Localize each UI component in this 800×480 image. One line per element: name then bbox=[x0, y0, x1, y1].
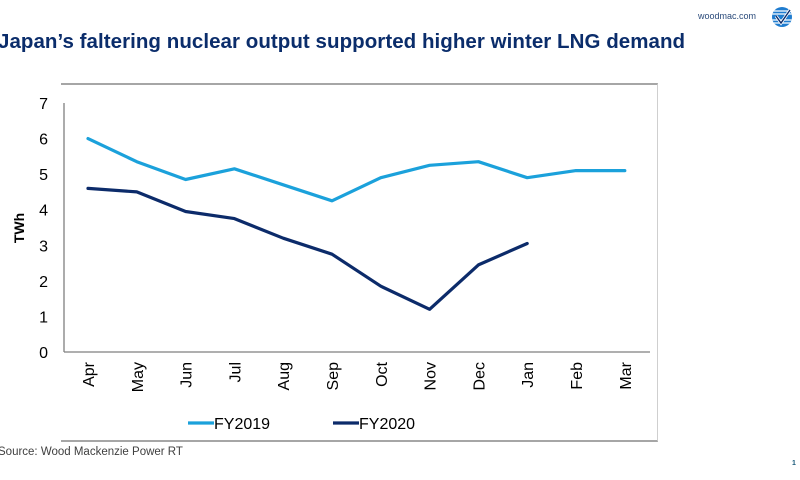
x-tick-label: Apr bbox=[81, 361, 98, 387]
x-axis: Apr May Jun Jul Aug Sep Oct Nov Dec Jan Feb Mar bbox=[64, 351, 650, 392]
y-tick-label: 5 bbox=[39, 167, 48, 184]
x-tick-label: Aug bbox=[276, 362, 293, 390]
x-tick-label: May bbox=[130, 362, 147, 392]
y-tick-label: 6 bbox=[39, 132, 48, 149]
y-axis-label: TWh bbox=[11, 213, 27, 243]
brand-url[interactable]: woodmac.com bbox=[698, 11, 757, 21]
legend-item-fy2019[interactable]: FY2019 bbox=[188, 416, 270, 433]
series-line-fy2020 bbox=[86, 186, 529, 311]
series-lines bbox=[86, 137, 627, 311]
x-tick-label: Jan bbox=[520, 362, 537, 388]
woodmac-logo-icon bbox=[772, 7, 792, 27]
x-tick-label: Feb bbox=[569, 362, 586, 390]
x-tick-label: Sep bbox=[325, 362, 342, 391]
y-tick-label: 0 bbox=[39, 345, 48, 362]
y-tick-label: 2 bbox=[39, 274, 48, 291]
x-tick-label: Dec bbox=[471, 362, 488, 390]
y-tick-label: 3 bbox=[39, 238, 48, 255]
legend-label: FY2019 bbox=[214, 416, 270, 433]
x-tick-label: Mar bbox=[618, 361, 635, 389]
legend: FY2019 FY2020 bbox=[188, 416, 415, 433]
legend-label: FY2020 bbox=[359, 416, 415, 433]
x-tick-label: Jul bbox=[227, 362, 244, 382]
y-tick-label: 1 bbox=[39, 309, 48, 326]
x-tick-label: Nov bbox=[423, 362, 440, 390]
chart-frame bbox=[61, 83, 658, 442]
x-tick-label: Oct bbox=[374, 361, 391, 386]
x-tick-label: Jun bbox=[179, 362, 196, 388]
y-tick-label: 7 bbox=[39, 96, 48, 113]
y-tick-label: 4 bbox=[39, 203, 48, 220]
source-note: Source: Wood Mackenzie Power RT bbox=[0, 446, 183, 458]
page-title: Japan’s faltering nuclear output support… bbox=[0, 30, 686, 53]
y-axis: 0 1 2 3 4 5 6 7 bbox=[39, 96, 65, 362]
page-number: 1 bbox=[792, 460, 796, 467]
series-line-fy2019 bbox=[86, 137, 627, 203]
legend-item-fy2020[interactable]: FY2020 bbox=[333, 416, 415, 433]
